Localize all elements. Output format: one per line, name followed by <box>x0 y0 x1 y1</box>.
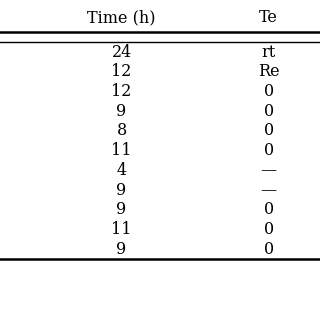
Text: Te: Te <box>260 9 278 26</box>
Text: —: — <box>261 182 277 199</box>
Text: Re: Re <box>258 63 280 80</box>
Text: 8: 8 <box>116 123 127 140</box>
Text: 0: 0 <box>264 142 274 159</box>
Text: 12: 12 <box>111 83 132 100</box>
Text: Time (h): Time (h) <box>87 9 156 26</box>
Text: rt: rt <box>262 44 276 60</box>
Text: 0: 0 <box>264 123 274 140</box>
Text: —: — <box>261 162 277 179</box>
Text: 0: 0 <box>264 201 274 218</box>
Text: 24: 24 <box>111 44 132 60</box>
Text: 0: 0 <box>264 103 274 120</box>
Text: 0: 0 <box>264 241 274 258</box>
Text: 4: 4 <box>116 162 127 179</box>
Text: 11: 11 <box>111 142 132 159</box>
Text: 11: 11 <box>111 221 132 238</box>
Text: 9: 9 <box>116 241 127 258</box>
Text: 9: 9 <box>116 182 127 199</box>
Text: 9: 9 <box>116 103 127 120</box>
Text: 9: 9 <box>116 201 127 218</box>
Text: 0: 0 <box>264 83 274 100</box>
Text: 0: 0 <box>264 221 274 238</box>
Text: 12: 12 <box>111 63 132 80</box>
